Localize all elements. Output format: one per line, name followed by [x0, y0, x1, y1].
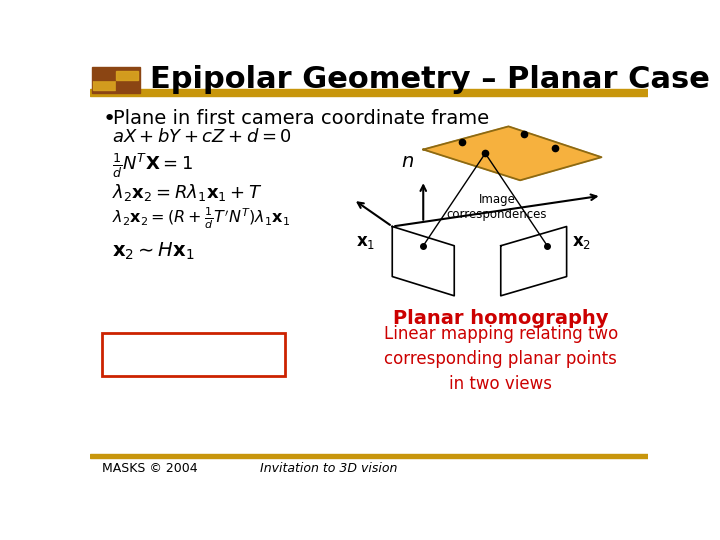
- Text: $\mathbf{x}_2$: $\mathbf{x}_2$: [572, 233, 591, 251]
- Text: Plane in first camera coordinate frame: Plane in first camera coordinate frame: [113, 110, 490, 129]
- Text: Image
correspondences: Image correspondences: [446, 193, 547, 221]
- Bar: [90, 90, 648, 96]
- Text: $\frac{1}{d}N^T\mathbf{X} = 1$: $\frac{1}{d}N^T\mathbf{X} = 1$: [112, 151, 192, 180]
- Text: $\mathbf{x}_2 \sim H\mathbf{x}_1$: $\mathbf{x}_2 \sim H\mathbf{x}_1$: [112, 240, 194, 262]
- Text: $H = (R + \frac{1}{d}T'N^T)$: $H = (R + \frac{1}{d}T'N^T)$: [132, 340, 256, 368]
- Polygon shape: [423, 126, 601, 180]
- Polygon shape: [500, 226, 567, 296]
- Bar: [117, 71, 138, 80]
- Bar: [93, 71, 114, 80]
- Bar: [93, 81, 114, 90]
- Polygon shape: [392, 226, 454, 296]
- Text: Invitation to 3D vision: Invitation to 3D vision: [261, 462, 398, 475]
- Text: Linear mapping relating two
corresponding planar points
in two views: Linear mapping relating two correspondin…: [384, 325, 618, 393]
- Text: $n$: $n$: [401, 152, 414, 171]
- Text: •: •: [102, 110, 116, 130]
- Text: Epipolar Geometry – Planar Case: Epipolar Geometry – Planar Case: [150, 65, 711, 94]
- FancyBboxPatch shape: [102, 333, 285, 376]
- Text: $aX + bY + cZ + d = 0$: $aX + bY + cZ + d = 0$: [112, 128, 292, 146]
- Text: $\mathbf{x}_1$: $\mathbf{x}_1$: [356, 233, 375, 251]
- Text: Planar homography: Planar homography: [393, 309, 608, 328]
- Text: $\lambda_2 \mathbf{x}_2 = (R + \frac{1}{d}T'N^T)\lambda_1 \mathbf{x}_1$: $\lambda_2 \mathbf{x}_2 = (R + \frac{1}{…: [112, 205, 290, 231]
- Bar: [117, 81, 138, 90]
- Text: $\lambda_2 \mathbf{x}_2 = R\lambda_1 \mathbf{x}_1 + T$: $\lambda_2 \mathbf{x}_2 = R\lambda_1 \ma…: [112, 182, 262, 203]
- Bar: [91, 67, 140, 92]
- Bar: [90, 455, 648, 457]
- Text: MASKS © 2004: MASKS © 2004: [102, 462, 197, 475]
